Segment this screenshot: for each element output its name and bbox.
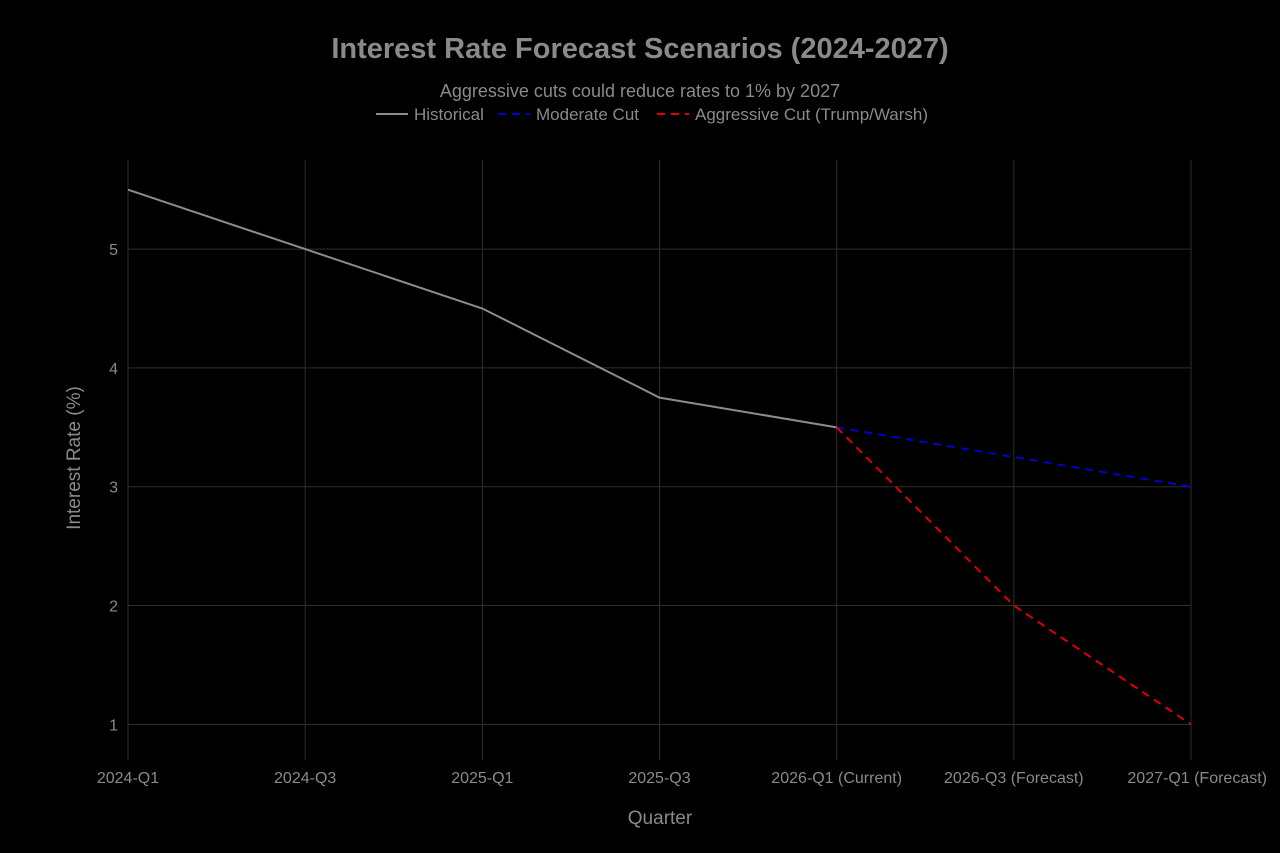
x-tick-label: 2026-Q1 (Current) [771, 770, 902, 787]
legend-label: Aggressive Cut (Trump/Warsh) [695, 105, 928, 124]
legend-label: Historical [414, 105, 484, 124]
series-aggressive-cut-trump-warsh [835, 426, 1192, 726]
chart-subtitle: Aggressive cuts could reduce rates to 1%… [440, 81, 840, 101]
x-gridlines [127, 160, 1192, 760]
series-line [836, 426, 1192, 488]
y-tick-label: 3 [109, 480, 118, 497]
x-tick-label: 2027-Q1 (Forecast) [1127, 770, 1267, 787]
y-axis-ticks: 1 2 3 4 5 [109, 242, 118, 734]
x-tick-label: 2025-Q1 [451, 770, 513, 787]
x-axis-ticks: 2024-Q1 2024-Q3 2025-Q1 2025-Q3 2026-Q1 (Cur… [97, 770, 1267, 787]
series-layer [127, 188, 1192, 726]
x-axis-title: Quarter [628, 808, 693, 829]
legend: Historical Moderate Cut Aggressive Cut (Tr… [376, 105, 928, 124]
x-tick-label: 2024-Q1 [97, 770, 159, 787]
y-axis-title: Interest Rate (%) [64, 386, 85, 530]
y-tick-label: 2 [109, 599, 118, 616]
y-tick-label: 4 [109, 361, 118, 378]
y-tick-label: 5 [109, 242, 118, 259]
x-tick-label: 2026-Q3 (Forecast) [944, 770, 1084, 787]
series-line [835, 426, 1192, 726]
x-tick-label: 2024-Q3 [274, 770, 336, 787]
chart-title: Interest Rate Forecast Scenarios (2024-2… [331, 33, 948, 65]
legend-label: Moderate Cut [536, 105, 639, 124]
y-tick-label: 1 [109, 717, 118, 734]
x-tick-label: 2025-Q3 [628, 770, 690, 787]
